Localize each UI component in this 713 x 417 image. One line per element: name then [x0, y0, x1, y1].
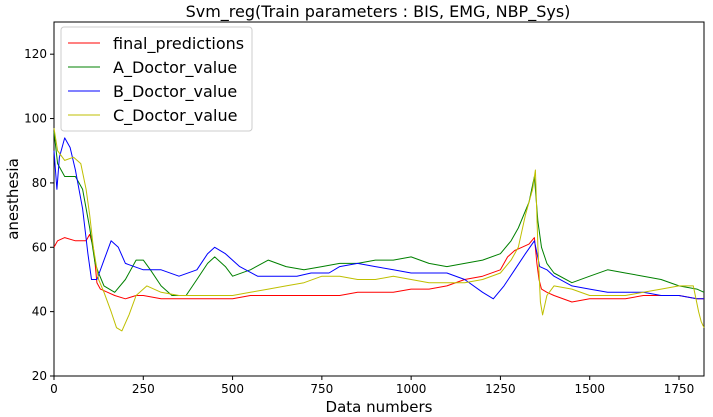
y-tick-label: 100 — [24, 112, 47, 126]
series-line-c-doctor-value — [53, 128, 705, 332]
y-tick-label: 40 — [32, 305, 47, 319]
x-tick-label: 1000 — [396, 382, 427, 396]
y-tick-label: 60 — [32, 240, 47, 254]
series-line-a-doctor-value — [53, 131, 705, 296]
legend-label: B_Doctor_value — [113, 82, 237, 102]
y-tick-label: 120 — [24, 47, 47, 61]
x-tick-label: 1500 — [574, 382, 605, 396]
y-axis-label: anesthesia — [4, 158, 22, 240]
x-tick-label: 1250 — [485, 382, 516, 396]
y-tick-label: 80 — [32, 176, 47, 190]
x-axis-label: Data numbers — [326, 398, 433, 416]
x-tick-label: 750 — [310, 382, 333, 396]
x-tick-label: 1750 — [664, 382, 695, 396]
series-line-b-doctor-value — [53, 137, 704, 300]
y-tick-label: 20 — [32, 369, 47, 383]
legend-label: A_Doctor_value — [113, 58, 237, 78]
legend-box — [60, 26, 253, 132]
legend-label: final_predictions — [113, 34, 244, 54]
legend-label: C_Doctor_value — [113, 106, 237, 126]
legend: final_predictions A_Doctor_value B_Doctor_… — [60, 26, 253, 132]
plot-area — [53, 21, 705, 377]
x-tick-label: 500 — [221, 382, 244, 396]
x-tick-label: 250 — [132, 382, 155, 396]
series-line-final-predictions — [53, 233, 704, 303]
x-axis-ticks: 0 250 500 750 1000 1250 1500 1750 — [50, 376, 694, 396]
series-layer — [53, 128, 705, 332]
y-axis-ticks: 20 40 60 80 100 120 — [24, 47, 54, 383]
chart-title: Svm_reg(Train parameters : BIS, EMG, NBP… — [186, 2, 571, 22]
x-tick-label: 0 — [50, 382, 58, 396]
